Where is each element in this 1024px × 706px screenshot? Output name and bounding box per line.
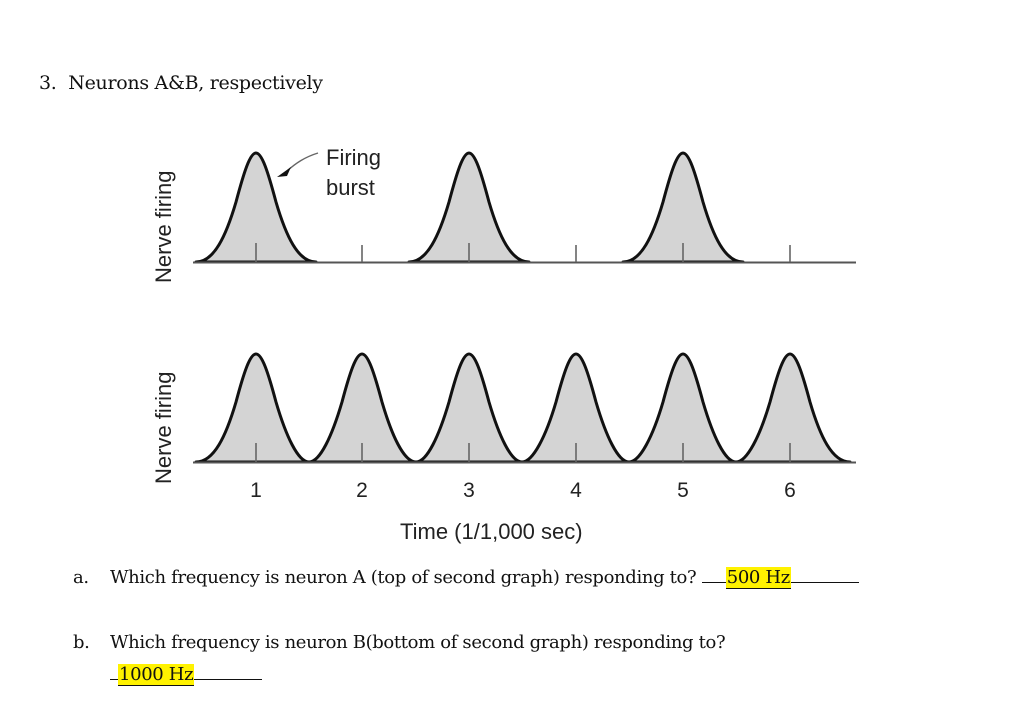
arrowhead-icon: [277, 167, 291, 177]
question-number: 3.: [39, 72, 57, 94]
firing-burst-top-3: [621, 151, 745, 264]
x-axis-label: Time (1/1,000 sec): [400, 519, 583, 544]
answer-b-highlight: 1000 Hz: [118, 664, 195, 686]
question-a: a. Which frequency is neuron A (top of se…: [73, 567, 859, 589]
bottom-panel: [193, 352, 856, 464]
question-b-answer: 1000 Hz: [110, 664, 263, 686]
question-title: 3. Neurons A&B, respectively: [39, 72, 323, 94]
annotation-line-2: burst: [326, 175, 375, 200]
question-a-label: a.: [73, 567, 89, 588]
question-b: b. Which frequency is neuron B(bottom of …: [73, 632, 726, 653]
bottom-y-axis-label: Nerve firing: [151, 371, 176, 484]
x-tick-label: 4: [570, 479, 582, 502]
answer-blank-leading: [701, 581, 726, 583]
x-tick-label: 3: [463, 479, 475, 502]
top-panel: [193, 151, 856, 264]
firing-burst-annotation: Firing burst: [326, 143, 381, 203]
x-tick-label: 1: [250, 479, 262, 502]
answer-blank-trailing: [194, 678, 263, 680]
question-a-text: Which frequency is neuron A (top of seco…: [110, 567, 697, 588]
answer-blank-trailing: [790, 581, 859, 583]
x-tick-label: 6: [784, 479, 796, 502]
top-ticks: [255, 243, 791, 262]
annotation-line-1: Firing: [326, 145, 382, 170]
answer-blank-leading: [110, 678, 118, 680]
question-b-text: Which frequency is neuron B(bottom of se…: [110, 632, 726, 653]
annotation-arrow: [286, 152, 319, 172]
x-tick-label: 5: [677, 479, 689, 502]
bottom-ticks: [255, 443, 791, 462]
answer-a-highlight: 500 Hz: [725, 567, 791, 589]
firing-burst-top-2: [407, 151, 531, 264]
top-y-axis-label: Nerve firing: [151, 170, 176, 283]
question-b-label: b.: [73, 632, 90, 653]
x-tick-label: 2: [356, 479, 368, 502]
firing-bursts-bottom: [194, 352, 852, 464]
question-title-text: Neurons A&B, respectively: [68, 72, 323, 94]
firing-burst-top-1: [194, 151, 318, 264]
